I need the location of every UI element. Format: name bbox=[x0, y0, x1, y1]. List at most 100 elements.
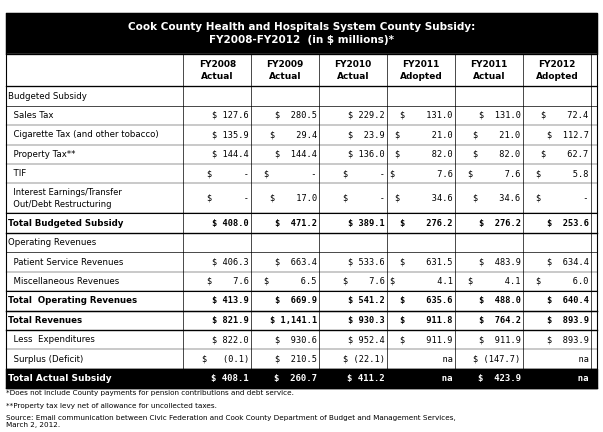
Text: $      4.1: $ 4.1 bbox=[468, 277, 520, 286]
Text: $      7.6: $ 7.6 bbox=[468, 169, 520, 178]
Bar bbox=[6, 233, 597, 252]
Text: $        7.6: $ 7.6 bbox=[390, 169, 453, 178]
Text: $  930.6: $ 930.6 bbox=[275, 335, 317, 344]
Text: $  893.9: $ 893.9 bbox=[547, 335, 589, 344]
Text: $  276.2: $ 276.2 bbox=[479, 219, 520, 228]
Text: $      -: $ - bbox=[207, 194, 249, 203]
Text: $      34.6: $ 34.6 bbox=[395, 194, 453, 203]
Text: $ 411.2: $ 411.2 bbox=[347, 374, 385, 383]
Text: $ 952.4: $ 952.4 bbox=[348, 335, 385, 344]
Bar bbox=[6, 291, 597, 311]
Text: $  911.9: $ 911.9 bbox=[479, 335, 520, 344]
Text: $ 930.3: $ 930.3 bbox=[348, 316, 385, 325]
Text: $    635.6: $ 635.6 bbox=[400, 296, 453, 305]
Text: $  23.9: $ 23.9 bbox=[348, 130, 385, 140]
Text: $ 136.0: $ 136.0 bbox=[348, 150, 385, 159]
Text: $  280.5: $ 280.5 bbox=[275, 111, 317, 120]
Text: $ 1,141.1: $ 1,141.1 bbox=[270, 316, 317, 325]
Text: $        4.1: $ 4.1 bbox=[390, 277, 453, 286]
Text: $  210.5: $ 210.5 bbox=[275, 355, 317, 364]
Text: $ 144.4: $ 144.4 bbox=[212, 150, 249, 159]
Text: na: na bbox=[388, 374, 453, 383]
Bar bbox=[6, 13, 597, 54]
Text: $  893.9: $ 893.9 bbox=[547, 316, 589, 325]
Text: $      -: $ - bbox=[343, 169, 385, 178]
Text: $      5.8: $ 5.8 bbox=[536, 169, 589, 178]
Text: $  669.9: $ 669.9 bbox=[275, 296, 317, 305]
Text: $  663.4: $ 663.4 bbox=[275, 257, 317, 267]
Text: $    276.2: $ 276.2 bbox=[400, 219, 453, 228]
Text: $  131.0: $ 131.0 bbox=[479, 111, 520, 120]
Text: $    911.8: $ 911.8 bbox=[400, 316, 453, 325]
Text: $ (22.1): $ (22.1) bbox=[343, 355, 385, 364]
Text: Total Budgeted Subsidy: Total Budgeted Subsidy bbox=[8, 219, 123, 228]
Text: Property Tax**: Property Tax** bbox=[8, 150, 75, 159]
Text: $  253.6: $ 253.6 bbox=[547, 219, 589, 228]
Bar bbox=[6, 330, 597, 349]
Text: $  483.9: $ 483.9 bbox=[479, 257, 520, 267]
Text: $  112.7: $ 112.7 bbox=[547, 130, 589, 140]
Text: $ 408.0: $ 408.0 bbox=[212, 219, 249, 228]
Text: Less  Expenditures: Less Expenditures bbox=[8, 335, 95, 344]
Text: *Does not include County payments for pension contributions and debt service.: *Does not include County payments for pe… bbox=[6, 391, 294, 397]
Text: $  634.4: $ 634.4 bbox=[547, 257, 589, 267]
Text: $    631.5: $ 631.5 bbox=[400, 257, 453, 267]
Text: $    7.6: $ 7.6 bbox=[207, 277, 249, 286]
Bar bbox=[6, 86, 597, 106]
Bar bbox=[6, 349, 597, 369]
Text: FY2009
Actual: FY2009 Actual bbox=[267, 60, 304, 80]
Text: $      -: $ - bbox=[207, 169, 249, 178]
Text: $ 533.6: $ 533.6 bbox=[348, 257, 385, 267]
Text: $ 821.9: $ 821.9 bbox=[212, 316, 249, 325]
Text: $ 229.2: $ 229.2 bbox=[348, 111, 385, 120]
Text: Sales Tax: Sales Tax bbox=[8, 111, 53, 120]
Text: $        -: $ - bbox=[264, 169, 317, 178]
Text: FY2008
Actual: FY2008 Actual bbox=[198, 60, 236, 80]
Text: Cigarette Tax (and other tobacco): Cigarette Tax (and other tobacco) bbox=[8, 130, 159, 140]
Text: $  764.2: $ 764.2 bbox=[479, 316, 520, 325]
Text: $ 127.6: $ 127.6 bbox=[212, 111, 249, 120]
Text: Interest Earnings/Transfer
  Out/Debt Restructuring: Interest Earnings/Transfer Out/Debt Rest… bbox=[8, 188, 122, 209]
Text: $      82.0: $ 82.0 bbox=[395, 150, 453, 159]
Text: $  488.0: $ 488.0 bbox=[479, 296, 520, 305]
Text: FY2011
Adopted: FY2011 Adopted bbox=[400, 60, 443, 80]
Text: Patient Service Revenues: Patient Service Revenues bbox=[8, 257, 123, 267]
Bar bbox=[6, 125, 597, 145]
Text: $        -: $ - bbox=[536, 194, 589, 203]
Text: $  144.4: $ 144.4 bbox=[275, 150, 317, 159]
Text: Source: Email communication between Civic Federation and Cook County Department : Source: Email communication between Civi… bbox=[6, 415, 456, 428]
Text: $    29.4: $ 29.4 bbox=[270, 130, 317, 140]
Bar bbox=[6, 54, 597, 86]
Text: Operating Revenues: Operating Revenues bbox=[8, 238, 96, 247]
Text: $   (0.1): $ (0.1) bbox=[201, 355, 249, 364]
Text: Miscellaneous Revenues: Miscellaneous Revenues bbox=[8, 277, 119, 286]
Text: $    72.4: $ 72.4 bbox=[541, 111, 589, 120]
Text: $      21.0: $ 21.0 bbox=[395, 130, 453, 140]
Text: $ 389.1: $ 389.1 bbox=[348, 219, 385, 228]
Text: $      6.0: $ 6.0 bbox=[536, 277, 589, 286]
Bar bbox=[6, 252, 597, 272]
Text: $    131.0: $ 131.0 bbox=[400, 111, 453, 120]
Text: Cook County Health and Hospitals System County Subsidy:
FY2008-FY2012  (in $ mil: Cook County Health and Hospitals System … bbox=[128, 22, 475, 45]
Text: TIF: TIF bbox=[8, 169, 26, 178]
Text: $ 408.1: $ 408.1 bbox=[211, 374, 249, 383]
Text: $    62.7: $ 62.7 bbox=[541, 150, 589, 159]
Text: $ 541.2: $ 541.2 bbox=[348, 296, 385, 305]
Text: Total Actual Subsidy: Total Actual Subsidy bbox=[8, 374, 112, 383]
Text: $ 413.9: $ 413.9 bbox=[212, 296, 249, 305]
Bar bbox=[6, 106, 597, 125]
Text: Surplus (Deficit): Surplus (Deficit) bbox=[8, 355, 83, 364]
Text: FY2012
Adopted: FY2012 Adopted bbox=[535, 60, 578, 80]
Text: $  640.4: $ 640.4 bbox=[547, 296, 589, 305]
Bar bbox=[6, 164, 597, 184]
Text: $    82.0: $ 82.0 bbox=[473, 150, 520, 159]
Text: $    17.0: $ 17.0 bbox=[270, 194, 317, 203]
Bar bbox=[6, 213, 597, 233]
Bar bbox=[6, 311, 597, 330]
Bar bbox=[6, 184, 597, 213]
Text: $ 822.0: $ 822.0 bbox=[212, 335, 249, 344]
Text: $  260.7: $ 260.7 bbox=[274, 374, 317, 383]
Text: $    911.9: $ 911.9 bbox=[400, 335, 453, 344]
Text: Budgeted Subsidy: Budgeted Subsidy bbox=[8, 92, 87, 101]
Text: $ 406.3: $ 406.3 bbox=[212, 257, 249, 267]
